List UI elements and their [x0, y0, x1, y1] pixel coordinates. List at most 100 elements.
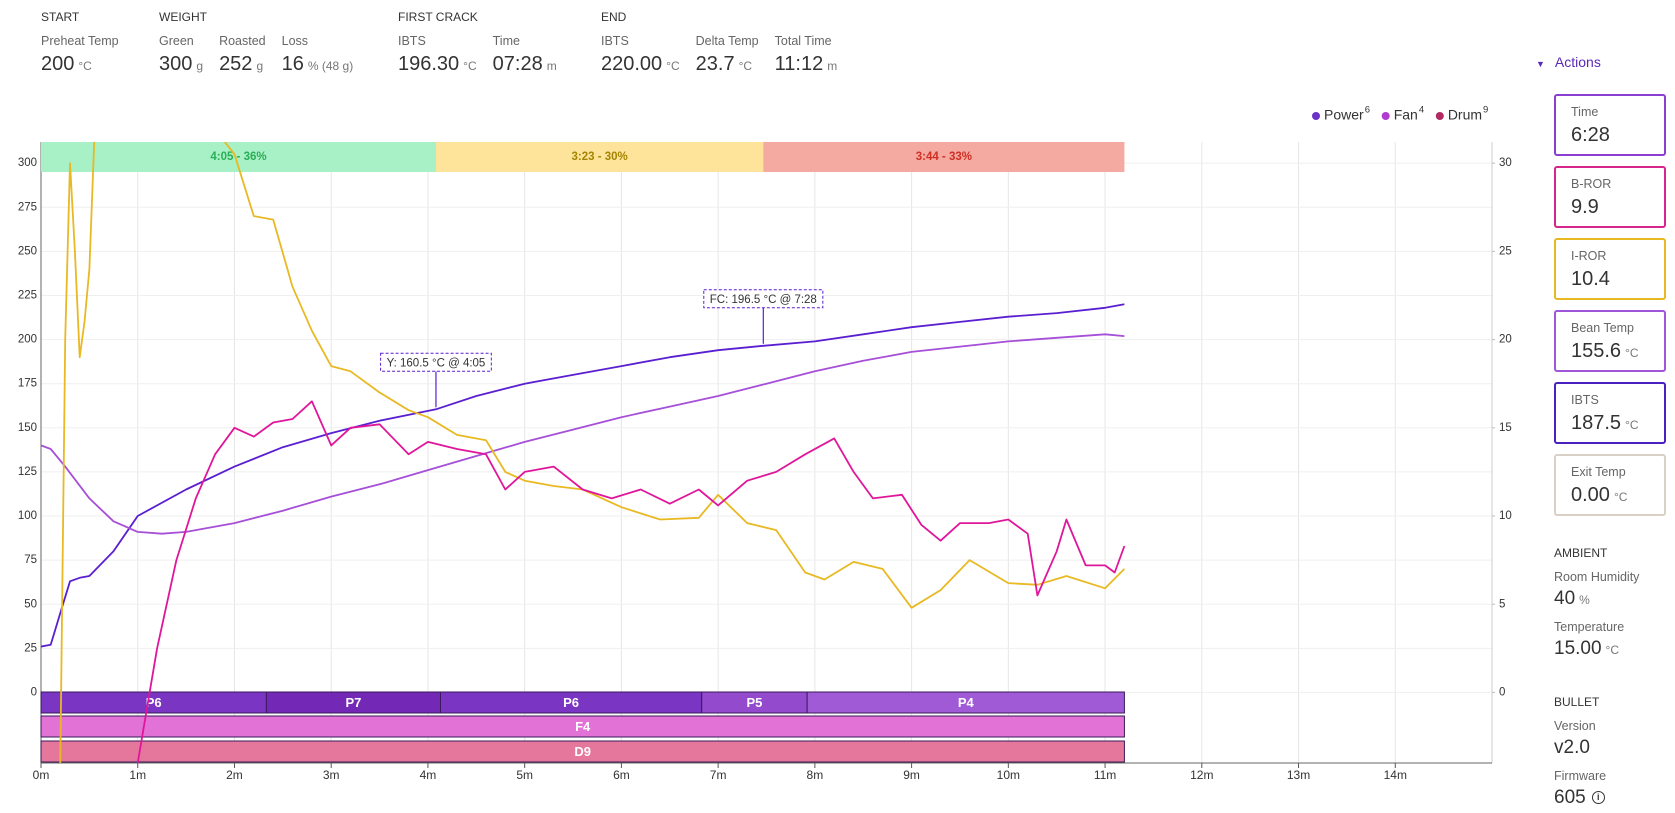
field: Green 300 g — [159, 34, 203, 76]
y-tick-label: 175 — [18, 378, 37, 390]
stat-card: Time 6:28 — [1554, 94, 1666, 156]
unit: °C — [1613, 490, 1628, 504]
actions-button[interactable]: ▼ Actions — [1536, 54, 1601, 70]
field: Total Time 11:12 m — [775, 34, 838, 76]
y2-tick-label: 5 — [1499, 598, 1505, 610]
header-section: WEIGHT Green 300 g Roasted 252 g Loss 16% (48 g) — [159, 10, 353, 76]
group-title: AMBIENT — [1554, 546, 1608, 560]
annotation-label: Y: 160.5 °C @ 4:05 — [387, 357, 486, 369]
x-tick-label: 10m — [997, 768, 1020, 782]
field: Preheat Temp 200 °C — [41, 34, 119, 76]
field-value: 252 g — [219, 53, 266, 76]
field-label: Green — [159, 34, 194, 48]
series-line — [41, 333, 1125, 535]
phase-band — [763, 142, 1125, 172]
item-value: 15.00 °C — [1554, 638, 1619, 660]
series-group — [41, 142, 1126, 763]
field-row: Preheat Temp 200 °C — [41, 34, 119, 76]
card-value: 6:28 — [1571, 124, 1610, 147]
field-row: IBTS 196.30 °C Time 07:28 m — [398, 34, 557, 76]
item-value: v2.0 — [1554, 737, 1590, 759]
x-tick-label: 2m — [226, 768, 243, 782]
control-label: P5 — [746, 695, 762, 710]
field-value: 16% (48 g) — [282, 53, 354, 76]
y2-tick-label: 10 — [1499, 510, 1512, 522]
card-value: 187.5 °C — [1571, 412, 1639, 435]
y-tick-label: 225 — [18, 290, 37, 302]
phase-label: 3:44 - 33% — [916, 151, 972, 163]
card-value: 155.6 °C — [1571, 340, 1639, 363]
card-label: IBTS — [1571, 393, 1599, 407]
value: v2.0 — [1554, 737, 1590, 758]
legend-dot — [1381, 112, 1390, 120]
header-section: FIRST CRACK IBTS 196.30 °C Time 07:28 m — [398, 10, 557, 76]
y-tick-label: 300 — [18, 157, 37, 169]
field: Delta Temp 23.7 °C — [696, 34, 759, 76]
annotation-label: FC: 196.5 °C @ 7:28 — [710, 294, 817, 306]
stat-card: IBTS 187.5 °C — [1554, 382, 1666, 444]
x-tick-label: 5m — [516, 768, 533, 782]
unit: % (48 g) — [307, 59, 354, 73]
x-tick-label: 9m — [903, 768, 920, 782]
control-label: P6 — [146, 695, 162, 710]
value: 10.4 — [1571, 268, 1610, 290]
y-tick-label: 50 — [24, 598, 37, 610]
item-label: Temperature — [1554, 620, 1625, 634]
section-title: WEIGHT — [159, 10, 207, 24]
field-value: 07:28 m — [493, 53, 557, 76]
y-tick-label: 75 — [24, 554, 37, 566]
y-tick-label: 275 — [18, 201, 37, 213]
card-value: 9.9 — [1571, 196, 1599, 219]
unit: g — [256, 59, 264, 73]
x-tick-label: 12m — [1190, 768, 1213, 782]
field-value: 23.7 °C — [696, 53, 759, 76]
series-line — [136, 400, 1126, 763]
control-label: D9 — [574, 744, 591, 759]
field-label: Delta Temp — [695, 34, 759, 48]
header-section: START Preheat Temp 200 °C — [41, 10, 119, 76]
value: 15.00 — [1554, 638, 1602, 659]
value: 23.7 — [695, 53, 735, 75]
stat-card: B-ROR 9.9 — [1554, 166, 1666, 228]
value: 6:28 — [1571, 124, 1610, 146]
field-label: Total Time — [774, 34, 832, 48]
value: 155.6 — [1571, 340, 1622, 362]
item-label: Firmware — [1554, 769, 1607, 783]
control-segment — [40, 715, 1125, 738]
section-title: FIRST CRACK — [398, 10, 478, 24]
unit: m — [827, 59, 838, 73]
card-value: 0.00 °C — [1571, 484, 1627, 507]
stat-card: I-ROR 10.4 — [1554, 238, 1666, 300]
x-tick-label: 7m — [710, 768, 727, 782]
unit: °C — [666, 59, 680, 73]
y2-tick-label: 0 — [1499, 686, 1505, 698]
x-tick-label: 11m — [1094, 768, 1116, 782]
unit: °C — [1625, 346, 1639, 360]
phase-band — [435, 142, 764, 172]
y2-tick-label: 20 — [1499, 334, 1512, 346]
card-label: I-ROR — [1571, 249, 1607, 263]
legend-label: Power — [1324, 107, 1364, 123]
control-label: P7 — [345, 695, 361, 710]
y-tick-label: 200 — [18, 334, 37, 346]
annotation-box — [703, 289, 824, 309]
legend-label: Fan — [1394, 107, 1418, 123]
control-segment — [806, 691, 1125, 714]
phase-label: 4:05 - 36% — [210, 151, 266, 163]
unit: % — [1579, 593, 1590, 607]
field-row: IBTS 220.00 °C Delta Temp 23.7 °C Total Time 11… — [601, 34, 837, 76]
item-label: Version — [1554, 719, 1596, 733]
value: 0.00 — [1571, 484, 1610, 506]
actions-label: Actions — [1554, 54, 1601, 70]
x-tick-label: 6m — [613, 768, 630, 782]
card-label: Bean Temp — [1571, 321, 1635, 335]
value: 200 — [41, 53, 75, 75]
value: 11:12 — [774, 53, 824, 75]
x-tick-label: 0m — [33, 768, 50, 782]
y-tick-label: 25 — [24, 642, 37, 654]
x-tick-label: 3m — [323, 768, 340, 782]
unit: °C — [1625, 418, 1639, 432]
item-value: 605 i — [1554, 787, 1605, 809]
stat-card: Exit Temp 0.00 °C — [1554, 454, 1666, 516]
stat-card: Bean Temp 155.6 °C — [1554, 310, 1666, 372]
